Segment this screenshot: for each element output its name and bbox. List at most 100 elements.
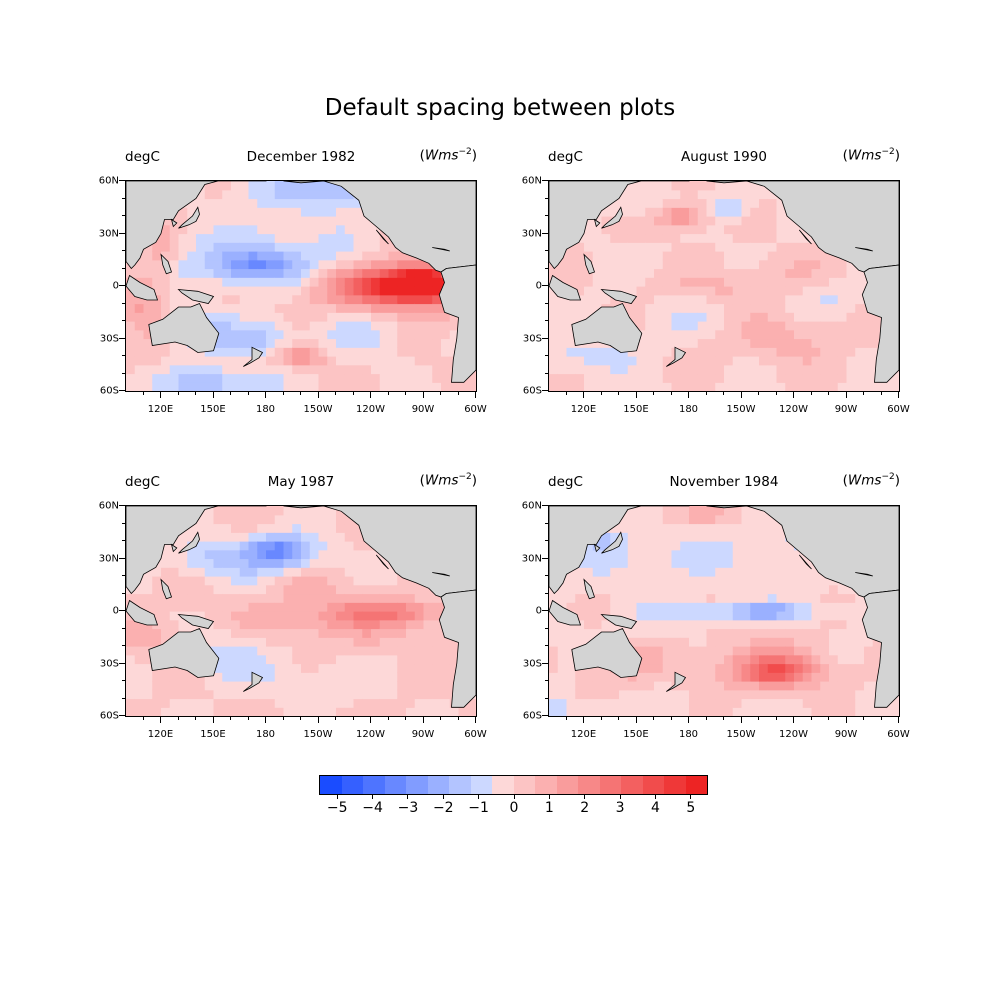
anomaly-cell	[204, 242, 215, 252]
anomaly-cell	[204, 207, 215, 217]
anomaly-cell	[706, 514, 716, 525]
anomaly-cell	[362, 672, 372, 682]
anomaly-cell	[846, 382, 856, 391]
anomaly-cell	[592, 382, 603, 391]
anomaly-cell	[829, 698, 839, 708]
anomaly-cell	[283, 382, 293, 391]
anomaly-cell	[213, 312, 223, 322]
anomaly-cell	[222, 312, 232, 322]
anomaly-cell	[292, 541, 302, 551]
anomaly-cell	[222, 707, 232, 716]
anomaly-cell	[837, 611, 848, 621]
anomaly-cell	[724, 584, 734, 595]
anomaly-cell	[820, 356, 830, 366]
anomaly-cell	[371, 251, 381, 261]
anomaly-cell	[371, 549, 381, 560]
anomaly-cell	[336, 233, 346, 243]
anomaly-cell	[344, 216, 355, 226]
anomaly-cell	[846, 286, 856, 296]
anomaly-cell	[222, 654, 232, 665]
anomaly-cell	[619, 242, 629, 252]
anomaly-cell	[274, 663, 285, 673]
anomaly-cell	[715, 646, 725, 656]
land-mass	[160, 253, 173, 275]
anomaly-cell	[196, 514, 206, 525]
anomaly-cell	[864, 681, 874, 691]
anomaly-cell	[724, 329, 734, 340]
anomaly-cell	[301, 611, 311, 621]
anomaly-cell	[257, 233, 267, 243]
land-mass	[571, 627, 643, 678]
anomaly-cell	[767, 672, 778, 682]
anomaly-cell	[169, 689, 180, 700]
anomaly-cell	[353, 347, 363, 357]
anomaly-cell	[213, 681, 223, 691]
anomaly-cell	[257, 373, 267, 383]
anomaly-cell	[584, 373, 594, 383]
anomaly-cell	[309, 189, 320, 200]
anomaly-cell	[697, 364, 708, 375]
anomaly-cell	[283, 216, 293, 226]
anomaly-cell	[152, 567, 162, 577]
anomaly-cell	[592, 619, 603, 630]
anomaly-cell	[213, 382, 223, 391]
anomaly-cell	[627, 382, 638, 391]
anomaly-cell	[327, 576, 337, 586]
anomaly-cell	[829, 321, 839, 331]
anomaly-cell	[274, 672, 285, 682]
anomaly-cell	[855, 286, 865, 296]
anomaly-cell	[592, 356, 603, 366]
anomaly-cell	[767, 532, 778, 542]
anomaly-cell	[301, 303, 311, 313]
anomaly-cell	[636, 294, 646, 305]
anomaly-cell	[292, 373, 302, 383]
anomaly-cell	[257, 224, 267, 235]
anomaly-cell	[152, 698, 162, 708]
anomaly-cell	[549, 593, 559, 603]
anomaly-cell	[143, 654, 153, 665]
anomaly-cell	[715, 628, 725, 638]
anomaly-cell	[318, 514, 328, 525]
anomaly-cell	[432, 602, 442, 612]
anomaly-cell	[318, 567, 328, 577]
anomaly-cell	[680, 558, 690, 568]
land-mass	[549, 181, 690, 270]
anomaly-cell	[785, 216, 795, 226]
anomaly-cell	[248, 364, 258, 375]
anomaly-cell	[881, 707, 891, 716]
anomaly-cell	[759, 242, 769, 252]
anomaly-cell	[654, 216, 664, 226]
anomaly-cell	[662, 602, 673, 612]
anomaly-cell	[732, 707, 743, 716]
anomaly-cell	[732, 628, 743, 638]
anomaly-cell	[767, 338, 778, 348]
lon-tick-label: 120W	[356, 404, 385, 415]
anomaly-cell	[855, 646, 865, 656]
anomaly-cell	[750, 654, 760, 665]
anomaly-cell	[584, 286, 594, 296]
anomaly-cell	[292, 646, 302, 656]
anomaly-cell	[239, 364, 250, 375]
anomaly-cell	[715, 654, 725, 665]
lon-tick-label: 60W	[887, 729, 910, 740]
anomaly-cell	[837, 259, 848, 270]
anomaly-cell	[636, 242, 646, 252]
anomaly-cell	[785, 689, 795, 700]
anomaly-cell	[654, 549, 664, 560]
anomaly-cell	[811, 681, 821, 691]
anomaly-cell	[362, 364, 372, 375]
anomaly-cell	[152, 576, 162, 586]
anomaly-cell	[161, 277, 171, 287]
anomaly-cell	[126, 364, 136, 375]
anomaly-cell	[414, 628, 425, 638]
anomaly-cell	[724, 181, 734, 191]
anomaly-cell	[239, 312, 250, 322]
anomaly-cell	[820, 321, 830, 331]
anomaly-cell	[388, 672, 398, 682]
anomaly-cell	[371, 294, 381, 305]
lon-tick-label: 120E	[570, 404, 597, 415]
anomaly-cell	[414, 637, 425, 647]
anomaly-cell	[671, 312, 681, 322]
anomaly-cell	[610, 207, 620, 217]
lat-tick	[119, 390, 125, 391]
